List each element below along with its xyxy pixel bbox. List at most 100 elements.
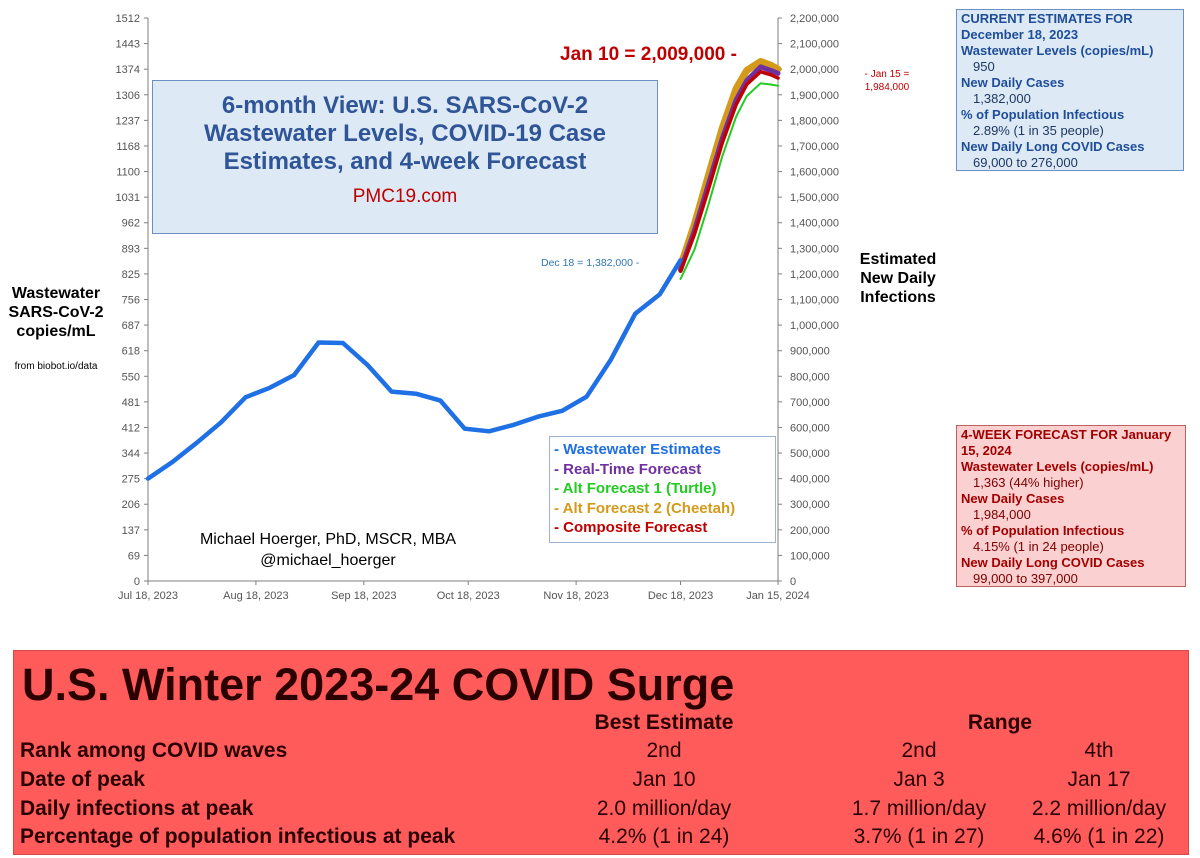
estimate-value: 950 — [973, 59, 995, 74]
left-tick-label: 275 — [122, 474, 140, 486]
estimate-value: 69,000 to 276,000 — [973, 155, 1078, 170]
right-tick-label: 500,000 — [790, 448, 830, 460]
estimate-value: 2.89% (1 in 35 people) — [973, 123, 1104, 138]
right-tick-label: 600,000 — [790, 422, 830, 434]
legend-item-wastewater: - Wastewater Estimates — [554, 441, 722, 458]
right-axis-title-line: Infections — [860, 289, 936, 306]
forecast-label: New Daily Long COVID Cases — [961, 555, 1145, 570]
right-tick-label: 1,500,000 — [790, 192, 839, 204]
best-value: Jan 10 — [632, 768, 696, 791]
left-tick-label: 550 — [122, 371, 140, 383]
best-value: 4.2% (1 in 24) — [598, 825, 730, 848]
left-tick-label: 1237 — [116, 115, 140, 127]
left-tick-label: 1031 — [116, 192, 140, 204]
range-high: 2.2 million/day — [1031, 797, 1167, 820]
left-axis-title: Wastewater SARS-CoV-2 copies/mL — [0, 284, 112, 341]
x-tick-label: Sep 18, 2023 — [331, 590, 396, 602]
right-tick-label: 1,900,000 — [790, 90, 839, 102]
left-tick-label: 412 — [122, 422, 140, 434]
surge-row: Percentage of population infectious at p… — [14, 825, 1190, 853]
left-tick-label: 687 — [122, 320, 140, 332]
best-value: 2nd — [646, 739, 682, 762]
author-name: Michael Hoerger, PhD, MSCR, MBA — [199, 531, 457, 548]
best-value: 2.0 million/day — [596, 797, 732, 820]
left-axis-title-line: copies/mL — [16, 323, 96, 340]
legend-item-real-time: - Real-Time Forecast — [554, 460, 702, 478]
right-tick-label: 100,000 — [790, 550, 830, 562]
left-tick-label: 1168 — [116, 141, 140, 153]
current-estimates-box: CURRENT ESTIMATES FOR December 18, 2023 … — [956, 9, 1184, 171]
x-tick-label: Jan 15, 2024 — [746, 590, 810, 602]
dec18-annotation: Dec 18 = 1,382,000 - — [541, 257, 640, 269]
legend-item-cheetah: - Alt Forecast 2 (Cheetah) — [554, 499, 736, 517]
left-tick-label: 1443 — [116, 39, 140, 51]
forecast-label: Wastewater Levels (copies/mL) — [961, 459, 1154, 474]
estimate-label: New Daily Cases — [961, 75, 1065, 90]
right-tick-label: 1,700,000 — [790, 141, 839, 153]
surge-row: Daily infections at peak 2.0 million/day… — [14, 797, 1190, 825]
author-handle: @michael_hoerger — [260, 552, 396, 569]
left-tick-label: 962 — [122, 218, 140, 230]
chart-legend: - Wastewater Estimates - Real-Time Forec… — [549, 436, 776, 543]
range-low: 3.7% (1 in 27) — [853, 825, 985, 848]
surge-summary-table: U.S. Winter 2023-24 COVID Surge Best Est… — [13, 650, 1189, 855]
right-tick-label: 1,800,000 — [790, 115, 839, 127]
range-header: Range — [967, 711, 1033, 734]
right-axis-title: Estimated New Daily Infections — [850, 250, 946, 307]
forecast-value: 1,363 (44% higher) — [973, 475, 1084, 490]
estimate-label: % of Population Infectious — [961, 107, 1125, 122]
left-tick-label: 756 — [122, 295, 140, 307]
right-tick-label: 2,200,000 — [790, 13, 839, 25]
right-tick-label: 900,000 — [790, 346, 830, 358]
website-link[interactable]: PMC19.com — [352, 186, 458, 207]
legend-item-composite: - Composite Forecast — [554, 519, 708, 537]
right-tick-label: 1,300,000 — [790, 243, 839, 255]
x-tick-label: Oct 18, 2023 — [437, 590, 500, 602]
right-tick-label: 2,100,000 — [790, 39, 839, 51]
left-tick-label: 618 — [122, 346, 140, 358]
left-tick-label: 137 — [122, 525, 140, 537]
wastewater-estimates-line — [145, 258, 683, 481]
estimate-value: 1,382,000 — [973, 91, 1031, 106]
estimate-label: New Daily Long COVID Cases — [961, 139, 1145, 154]
right-tick-label: 1,100,000 — [790, 295, 839, 307]
x-tick-label: Jul 18, 2023 — [118, 590, 178, 602]
real-time-forecast-line — [678, 64, 781, 273]
left-tick-label: 344 — [122, 448, 140, 460]
wastewater-chart: 0 69 137 206 275 344 412 481 550 618 687 756 825 893 9… — [116, 13, 839, 602]
peak-annotation: Jan 10 = 2,009,000 - — [560, 44, 737, 65]
forecast-value: 4.15% (1 in 24 people) — [973, 539, 1104, 554]
range-low: Jan 3 — [893, 768, 945, 791]
left-tick-label: 0 — [134, 576, 140, 588]
right-tick-label: 0 — [790, 576, 796, 588]
row-label: Percentage of population infectious at p… — [20, 825, 456, 848]
jan15-annotation-line: 1,984,000 — [864, 82, 910, 93]
author-credit: Michael Hoerger, PhD, MSCR, MBA @michael… — [172, 529, 484, 571]
range-high: 4.6% (1 in 22) — [1033, 825, 1165, 848]
right-tick-label: 1,000,000 — [790, 320, 839, 332]
forecast-header: 4-WEEK FORECAST FOR January 15, 2024 — [961, 427, 1172, 458]
range-high: Jan 17 — [1067, 768, 1131, 791]
right-tick-label: 2,000,000 — [790, 64, 839, 76]
surge-row: Rank among COVID waves 2nd 2nd 4th — [14, 739, 1190, 767]
left-tick-label: 1306 — [116, 90, 140, 102]
surge-title: U.S. Winter 2023-24 COVID Surge — [22, 659, 735, 710]
right-tick-label: 700,000 — [790, 397, 830, 409]
chart-title: 6-month View: U.S. SARS-CoV-2 Wastewater… — [204, 92, 606, 175]
best-estimate-header: Best Estimate — [594, 711, 734, 734]
row-label: Date of peak — [20, 768, 145, 791]
chart-title-box: 6-month View: U.S. SARS-CoV-2 Wastewater… — [152, 80, 658, 234]
row-label: Rank among COVID waves — [20, 739, 288, 762]
range-low: 1.7 million/day — [851, 797, 987, 820]
right-tick-label: 200,000 — [790, 525, 830, 537]
forecast-label: % of Population Infectious — [961, 523, 1125, 538]
left-axis-title-line: Wastewater — [11, 285, 101, 302]
legend-item-turtle: - Alt Forecast 1 (Turtle) — [554, 480, 717, 498]
jan15-annotation-line: - Jan 15 = — [864, 69, 910, 80]
right-tick-label: 1,400,000 — [790, 218, 839, 230]
data-source-note: from biobot.io/data — [14, 361, 98, 372]
right-tick-label: 400,000 — [790, 474, 830, 486]
left-tick-label: 893 — [122, 243, 140, 255]
forecast-value: 99,000 to 397,000 — [973, 571, 1078, 586]
left-tick-label: 69 — [128, 550, 140, 562]
